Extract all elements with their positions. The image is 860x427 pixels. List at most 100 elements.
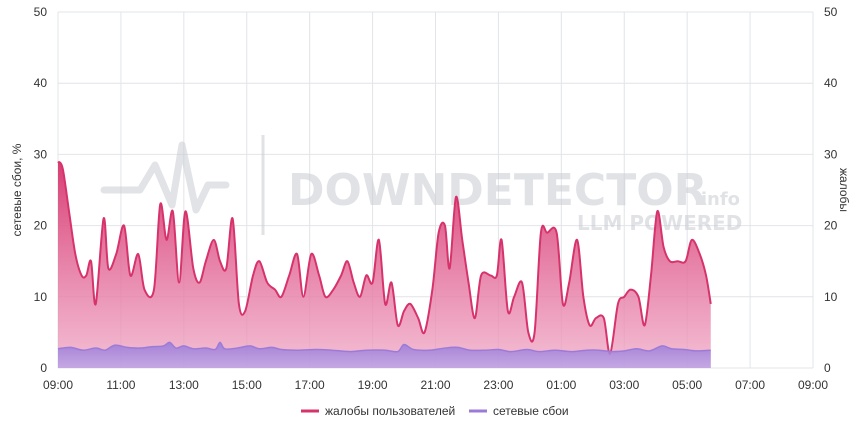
data-point-outages bbox=[104, 349, 106, 351]
data-point-complaints bbox=[403, 310, 405, 312]
watermark-suffix: .info bbox=[694, 189, 740, 210]
data-point-outages bbox=[162, 345, 164, 347]
legend-label-complaints: жалобы пользователей bbox=[325, 404, 455, 418]
data-point-complaints bbox=[225, 267, 227, 269]
data-point-complaints bbox=[213, 239, 215, 241]
data-point-complaints bbox=[74, 253, 76, 255]
data-point-complaints bbox=[288, 274, 290, 276]
data-point-outages bbox=[538, 350, 540, 352]
data-point-complaints bbox=[507, 310, 509, 312]
data-point-complaints bbox=[684, 260, 686, 262]
left-tick-label: 20 bbox=[34, 219, 48, 233]
left-tick-label: 50 bbox=[34, 5, 48, 19]
data-point-complaints bbox=[699, 253, 701, 255]
data-point-outages bbox=[428, 349, 430, 351]
left-tick-label: 10 bbox=[34, 290, 48, 304]
data-point-outages bbox=[95, 347, 97, 349]
right-tick-label: 50 bbox=[824, 5, 838, 19]
data-point-complaints bbox=[691, 239, 693, 241]
data-point-complaints bbox=[129, 274, 131, 276]
data-point-outages bbox=[82, 349, 84, 351]
data-point-outages bbox=[570, 350, 572, 352]
x-tick-label: 21:00 bbox=[420, 378, 450, 392]
right-axis-title: жалобы bbox=[837, 168, 851, 212]
data-point-complaints bbox=[198, 281, 200, 283]
data-point-complaints bbox=[533, 331, 535, 333]
data-point-outages bbox=[280, 348, 282, 350]
left-tick-label: 0 bbox=[40, 361, 47, 375]
data-point-outages bbox=[526, 348, 528, 350]
data-point-outages bbox=[113, 344, 115, 346]
data-point-outages bbox=[695, 350, 697, 352]
data-point-outages bbox=[214, 348, 216, 350]
x-tick-label: 01:00 bbox=[546, 378, 576, 392]
legend-item-outages[interactable]: сетевые сбои bbox=[469, 404, 569, 418]
data-point-complaints bbox=[423, 331, 425, 333]
data-point-outages bbox=[236, 347, 238, 349]
data-point-outages bbox=[623, 350, 625, 352]
data-point-outages bbox=[315, 348, 317, 350]
data-point-outages bbox=[497, 348, 499, 350]
data-point-complaints bbox=[637, 296, 639, 298]
x-tick-label: 19:00 bbox=[358, 378, 388, 392]
data-point-complaints bbox=[192, 267, 194, 269]
series-outages-area bbox=[58, 342, 711, 368]
right-tick-label: 40 bbox=[824, 76, 838, 90]
legend-item-complaints[interactable]: жалобы пользователей bbox=[301, 404, 455, 418]
data-point-outages bbox=[69, 346, 71, 348]
data-point-complaints bbox=[546, 232, 548, 234]
data-point-complaints bbox=[677, 260, 679, 262]
data-point-complaints bbox=[324, 296, 326, 298]
legend: жалобы пользователей сетевые сбои bbox=[301, 404, 569, 418]
data-point-complaints bbox=[643, 324, 645, 326]
data-point-outages bbox=[168, 341, 170, 343]
data-point-complaints bbox=[521, 281, 523, 283]
series-complaints-area bbox=[58, 161, 711, 368]
left-axis-title: сетевые сбои, % bbox=[10, 143, 24, 236]
data-point-outages bbox=[249, 345, 251, 347]
x-tick-label: 13:00 bbox=[169, 378, 199, 392]
right-axis: 0 10 20 30 40 50 bbox=[824, 5, 838, 375]
data-point-outages bbox=[469, 349, 471, 351]
x-tick-label: 03:00 bbox=[609, 378, 639, 392]
data-point-outages bbox=[456, 346, 458, 348]
data-point-complaints bbox=[467, 281, 469, 283]
data-point-outages bbox=[349, 350, 351, 352]
x-axis: 09:00 11:00 13:00 15:00 17:00 19:00 21:00 23:00… bbox=[43, 378, 828, 392]
data-point-outages bbox=[397, 350, 399, 352]
data-point-outages bbox=[598, 349, 600, 351]
data-point-complaints bbox=[455, 196, 457, 198]
data-point-complaints bbox=[431, 288, 433, 290]
data-point-complaints bbox=[95, 303, 97, 305]
data-point-complaints bbox=[165, 239, 167, 241]
x-tick-label: 17:00 bbox=[295, 378, 325, 392]
data-point-outages bbox=[175, 347, 177, 349]
data-point-complaints bbox=[500, 239, 502, 241]
data-point-complaints bbox=[444, 224, 446, 226]
data-point-complaints bbox=[359, 296, 361, 298]
data-point-outages bbox=[648, 350, 650, 352]
series-layer bbox=[57, 160, 712, 368]
data-point-outages bbox=[183, 345, 185, 347]
data-point-complaints bbox=[219, 260, 221, 262]
data-point-complaints bbox=[656, 210, 658, 212]
data-point-outages bbox=[585, 349, 587, 351]
data-point-complaints bbox=[474, 317, 476, 319]
data-point-outages bbox=[444, 347, 446, 349]
data-point-outages bbox=[330, 349, 332, 351]
data-point-complaints bbox=[102, 217, 104, 219]
x-tick-label: 09:00 bbox=[43, 378, 73, 392]
data-point-complaints bbox=[153, 288, 155, 290]
pulse-logo-icon bbox=[100, 141, 230, 214]
data-point-complaints bbox=[397, 324, 399, 326]
series-outages-line bbox=[57, 341, 711, 353]
x-tick-label: 11:00 bbox=[106, 378, 135, 392]
watermark-brand: DOWNDETECTOR bbox=[288, 165, 708, 216]
right-tick-label: 30 bbox=[824, 147, 838, 161]
data-point-complaints bbox=[384, 303, 386, 305]
data-point-complaints bbox=[244, 310, 246, 312]
data-point-complaints bbox=[588, 324, 590, 326]
series-complaints-line bbox=[57, 160, 712, 355]
data-point-complaints bbox=[417, 317, 419, 319]
